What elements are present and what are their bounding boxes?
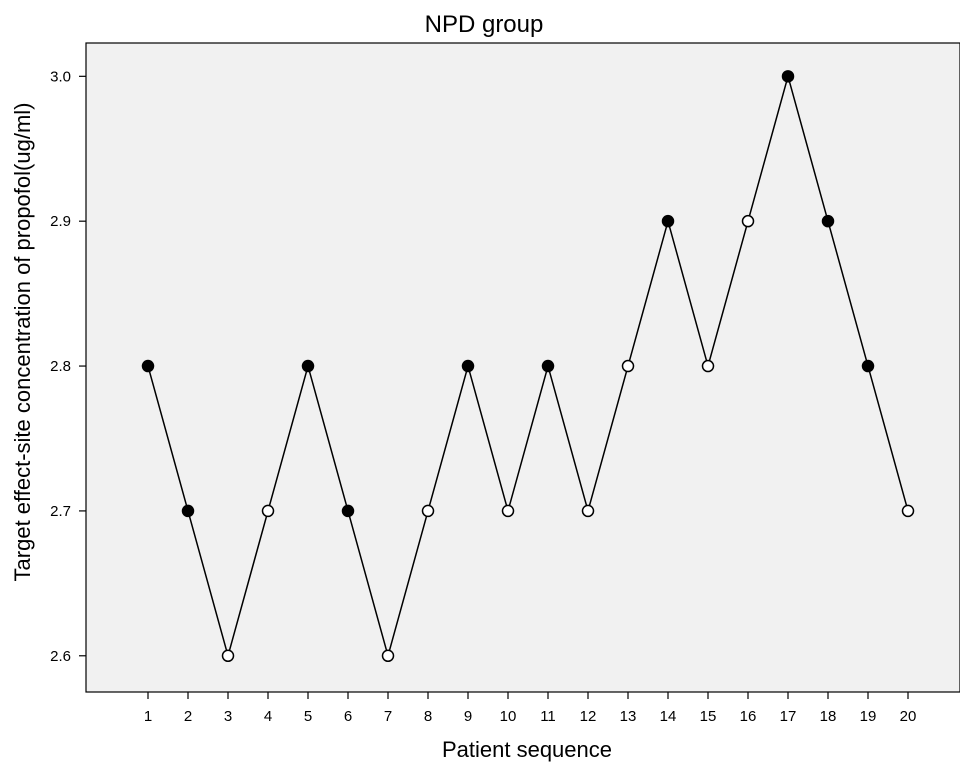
x-tick-label: 14 bbox=[660, 708, 677, 725]
x-tick-label: 9 bbox=[464, 708, 472, 725]
data-point-open bbox=[741, 214, 755, 228]
series-line bbox=[147, 73, 909, 659]
x-axis-ticks: 1 2 3 4 5 6 7 8 9 10 11 12 13 14 15 16 17 18 19 20 bbox=[144, 692, 917, 725]
data-point-filled bbox=[821, 214, 835, 228]
data-point-filled bbox=[781, 70, 795, 83]
data-point-filled bbox=[461, 359, 475, 373]
x-tick-label: 17 bbox=[780, 708, 797, 725]
data-point-open bbox=[501, 504, 515, 518]
data-point-open bbox=[261, 504, 275, 518]
data-point-filled bbox=[661, 214, 675, 228]
y-axis-ticks: 2.6 2.7 2.8 2.9 3.0 bbox=[50, 68, 86, 665]
x-tick-label: 15 bbox=[700, 708, 717, 725]
data-markers bbox=[141, 70, 915, 663]
x-axis-title: Patient sequence bbox=[442, 737, 612, 762]
data-point-filled bbox=[141, 359, 155, 373]
data-point-filled bbox=[181, 504, 195, 518]
data-point-open bbox=[581, 504, 595, 518]
x-tick-label: 20 bbox=[900, 708, 917, 725]
data-point-filled bbox=[341, 504, 355, 518]
x-tick-label: 12 bbox=[580, 708, 597, 725]
chart-title: NPD group bbox=[425, 11, 544, 38]
x-tick-label: 6 bbox=[344, 708, 352, 725]
x-tick-label: 19 bbox=[860, 708, 877, 725]
x-tick-label: 2 bbox=[184, 708, 192, 725]
y-tick-label: 2.7 bbox=[50, 503, 71, 520]
data-point-open bbox=[221, 649, 235, 663]
x-tick-label: 5 bbox=[304, 708, 312, 725]
data-point-open bbox=[701, 359, 715, 373]
x-tick-label: 4 bbox=[264, 708, 272, 725]
x-tick-label: 11 bbox=[540, 708, 556, 725]
data-point-filled bbox=[301, 359, 315, 373]
y-tick-label: 3.0 bbox=[50, 68, 71, 85]
data-point-open bbox=[421, 504, 435, 518]
x-tick-label: 18 bbox=[820, 708, 837, 725]
y-tick-label: 2.9 bbox=[50, 213, 71, 230]
y-tick-label: 2.6 bbox=[50, 648, 71, 665]
y-tick-label: 2.8 bbox=[50, 358, 71, 375]
data-point-open bbox=[381, 649, 395, 663]
x-tick-label: 1 bbox=[144, 708, 152, 725]
plot-area bbox=[85, 42, 960, 693]
x-tick-label: 13 bbox=[620, 708, 637, 725]
x-tick-label: 10 bbox=[500, 708, 517, 725]
x-tick-label: 7 bbox=[384, 708, 392, 725]
x-tick-label: 8 bbox=[424, 708, 432, 725]
data-point-open bbox=[621, 359, 635, 373]
data-point-open bbox=[901, 504, 915, 518]
y-axis-title: Target effect-site concentration of prop… bbox=[10, 103, 35, 582]
x-tick-label: 3 bbox=[224, 708, 232, 725]
x-tick-label: 16 bbox=[740, 708, 757, 725]
data-point-filled bbox=[541, 359, 555, 373]
data-point-filled bbox=[861, 359, 875, 373]
